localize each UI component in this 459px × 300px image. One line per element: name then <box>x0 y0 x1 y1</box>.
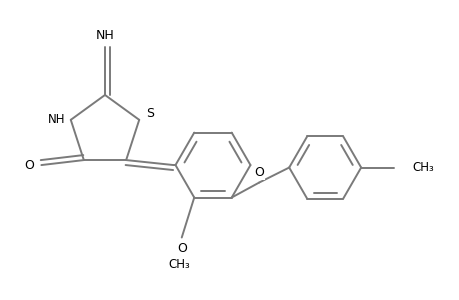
Text: CH₃: CH₃ <box>168 259 190 272</box>
Text: O: O <box>24 159 34 172</box>
Text: O: O <box>176 242 186 255</box>
Text: O: O <box>254 166 263 179</box>
Text: NH: NH <box>48 113 65 126</box>
Text: S: S <box>146 107 154 120</box>
Text: NH: NH <box>95 28 114 41</box>
Text: CH₃: CH₃ <box>412 161 433 174</box>
